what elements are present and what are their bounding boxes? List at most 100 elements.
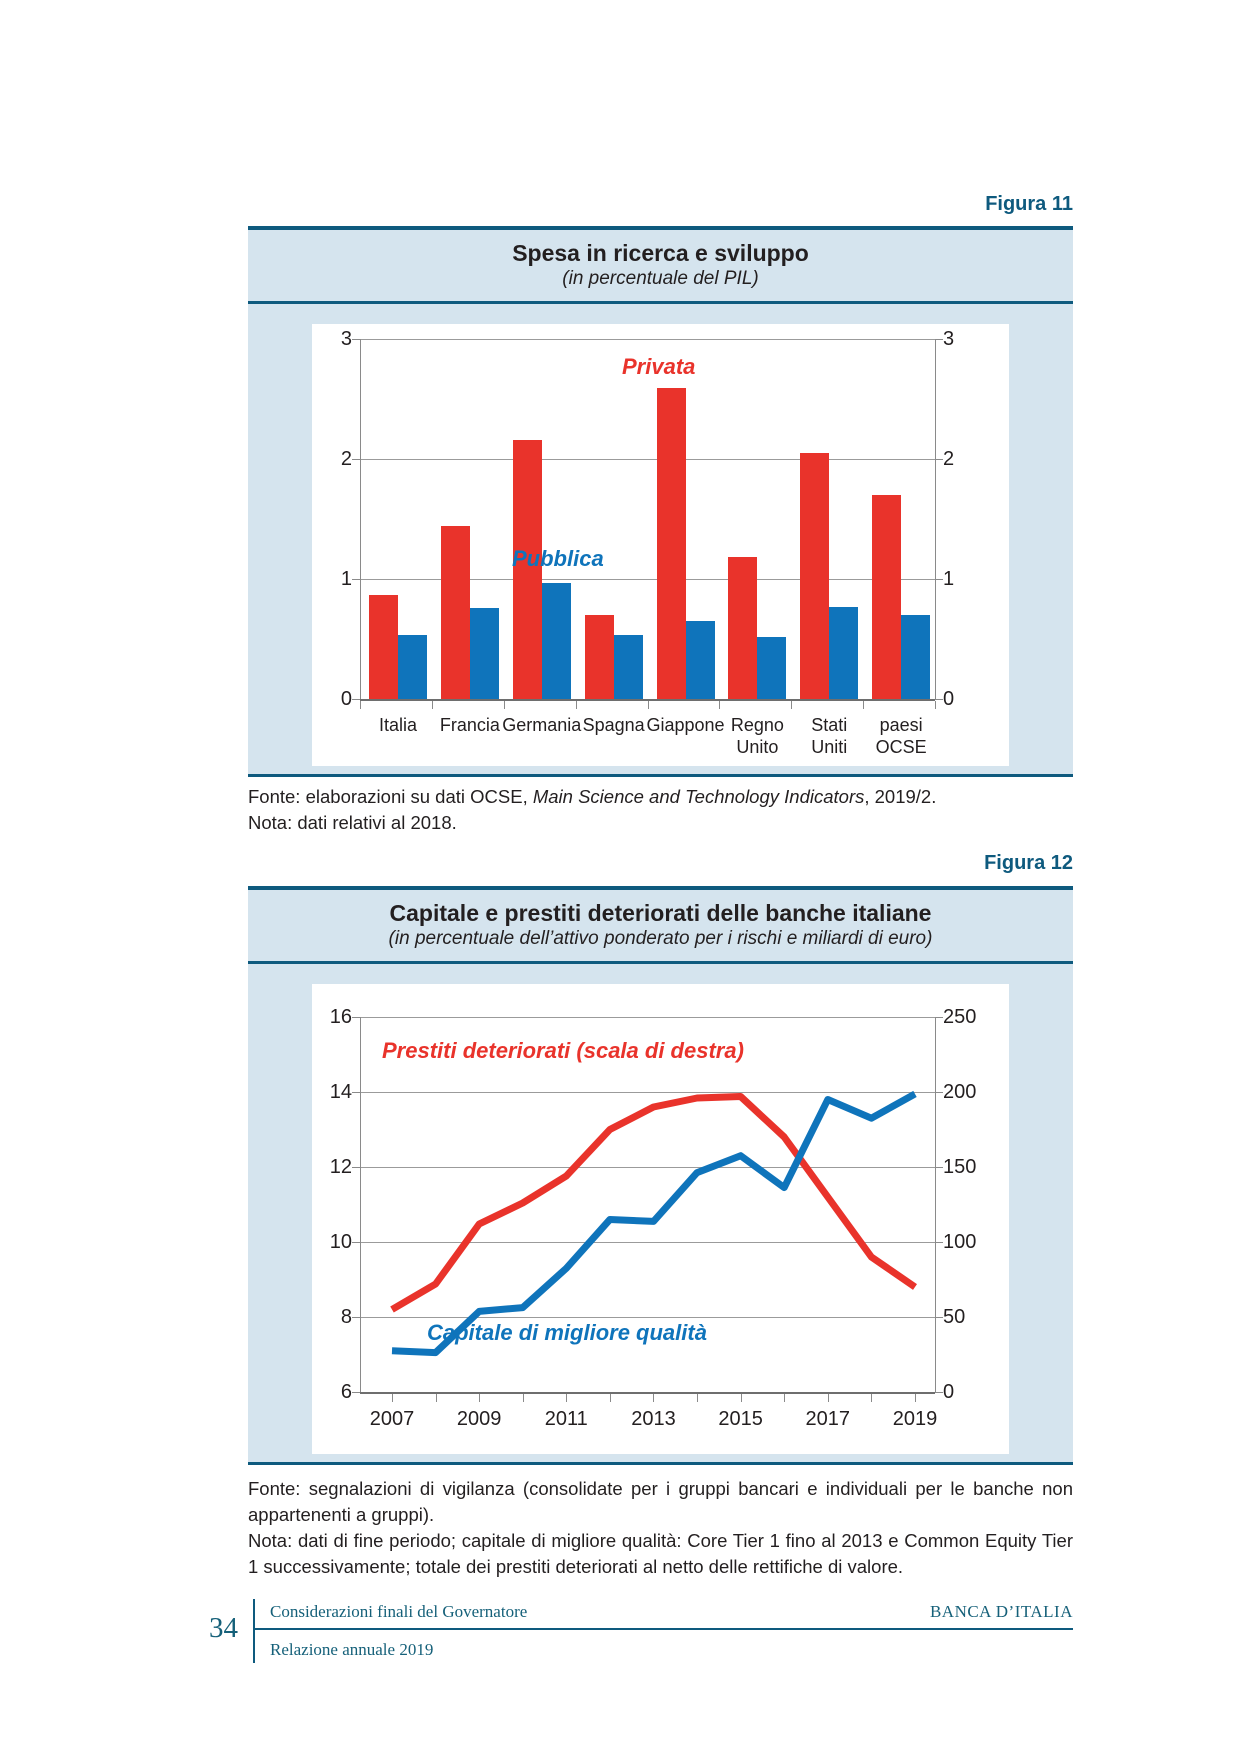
x-axis-tick-2009 (479, 1394, 481, 1402)
figura-12-footnote: Fonte: segnalazioni di vigilanza (consol… (248, 1476, 1073, 1580)
line-series-prestiti-deteriorati (390, 1093, 917, 1313)
figura-11-nota: Nota: dati relativi al 2018. (248, 812, 457, 833)
year-label-2011: 2011 (544, 1408, 588, 1430)
category-label-francia: Francia (439, 715, 500, 735)
right-tick-y50 (935, 1317, 943, 1318)
right-tick-y0 (935, 699, 943, 700)
pubblica-bar-giappone (685, 621, 715, 699)
left-tick-y8 (352, 1317, 360, 1318)
footer-running-head: Considerazioni finali del Governatore (270, 1602, 528, 1621)
left-tick-y2 (352, 459, 360, 460)
figura-12-nota: Nota: dati di fine periodo; capitale di … (248, 1530, 1073, 1577)
figura-11-subtitle: (in percentuale del PIL) (562, 268, 759, 289)
right-tick-y1 (935, 579, 943, 580)
x-axis-tick (791, 701, 793, 709)
right-axis-label: 0 (943, 1381, 955, 1403)
y-axis-label-left: 3 (340, 328, 352, 350)
year-label-2007: 2007 (369, 1408, 415, 1430)
right-tick-y150 (935, 1167, 943, 1168)
gridline-y8 (360, 1317, 935, 1318)
category-label-stati: Stati Uniti (811, 715, 848, 757)
x-axis-tick-2007 (392, 1394, 393, 1402)
right-tick-y200 (935, 1092, 943, 1093)
category-label-germania: Germania (502, 715, 582, 735)
footer-institution: BANCA D’ITALIA (929, 1602, 1073, 1621)
pubblica-bar-germania (541, 582, 571, 699)
left-tick-y12 (352, 1167, 360, 1168)
gridline-y2 (360, 459, 935, 460)
gridline-y14 (360, 1092, 935, 1093)
y-axis-label-right: 1 (943, 568, 955, 590)
left-axis-label: 10 (329, 1231, 352, 1253)
year-label-2009: 2009 (456, 1408, 502, 1430)
year-label-2013: 2013 (631, 1408, 676, 1430)
right-axis-label: 200 (943, 1081, 977, 1103)
x-axis-tick-2014 (697, 1394, 699, 1402)
top-gridline (360, 1017, 935, 1018)
category-label-regno: Regno Unito (730, 715, 784, 757)
x-axis-tick-2019 (914, 1394, 916, 1402)
x-axis-tick-2015 (740, 1394, 742, 1402)
left-tick-y3 (352, 339, 360, 340)
right-axis-label: 50 (943, 1306, 966, 1328)
figura-11-header: Spesa in ricerca e sviluppo (in percentu… (248, 230, 1073, 304)
figura-11-footnote: Fonte: elaborazioni su dati OCSE, Main S… (248, 784, 1073, 836)
right-tick-y2 (935, 459, 943, 460)
year-label-2019: 2019 (892, 1408, 938, 1430)
x-axis-tick (575, 701, 577, 709)
left-axis-label: 16 (329, 1006, 352, 1028)
x-axis-tick (863, 701, 865, 709)
y-axis-label-right: 2 (943, 448, 955, 470)
x-axis-baseline (360, 1392, 935, 1394)
x-axis-tick (719, 701, 721, 709)
left-tick-y6 (352, 1392, 360, 1393)
figura-11-panel: Spesa in ricerca e sviluppo (in percentu… (248, 226, 1073, 777)
x-axis-tick-2012 (609, 1394, 611, 1402)
figura-12-header: Capitale e prestiti deteriorati delle ba… (248, 890, 1073, 964)
footer-vertical-rule (253, 1599, 255, 1663)
left-tick-y16 (352, 1017, 360, 1018)
x-axis-tick (431, 701, 433, 709)
left-axis-label: 14 (329, 1081, 352, 1103)
privata-bar-giappone (656, 388, 686, 699)
pubblica-bar-paesi (901, 615, 931, 699)
footer-horizontal-rule (253, 1628, 1073, 1630)
x-axis-baseline (360, 699, 935, 701)
category-label-giappone: Giappone (646, 715, 725, 735)
x-axis-tick-2018 (871, 1394, 873, 1402)
privata-bar-spagna (584, 615, 614, 699)
pubblica-bar-spagna (613, 635, 643, 699)
figura-12-fonte: Fonte: segnalazioni di vigilanza (consol… (248, 1478, 1073, 1525)
left-axis-label: 8 (340, 1306, 352, 1328)
privata-bar-germania (512, 439, 542, 699)
gridline-y12 (360, 1167, 935, 1168)
right-axis-label: 150 (943, 1156, 977, 1178)
right-axis-label: 250 (943, 1006, 977, 1028)
right-axis (935, 1017, 936, 1392)
right-tick-y100 (935, 1242, 943, 1243)
line-series-canvas (390, 1090, 917, 1357)
page-number: 34 (209, 1612, 238, 1644)
series-label-privata: Privata (622, 354, 696, 379)
fonte-italic-text: Main Science and Technology Indicators (532, 786, 865, 807)
right-tick-y250 (935, 1017, 943, 1018)
series-label-prestiti-deteriorati: Prestiti deteriorati (scala di destra) (382, 1038, 744, 1063)
left-tick-y0 (352, 699, 360, 700)
figura-12-title: Capitale e prestiti deteriorati delle ba… (389, 900, 932, 926)
x-axis-tick-2013 (653, 1394, 655, 1402)
right-axis-label: 100 (943, 1231, 977, 1253)
left-tick-y1 (352, 579, 360, 580)
privata-bar-paesi (872, 495, 902, 699)
figura-11-label: Figura 11 (985, 193, 1073, 215)
figura-12-panel: Capitale e prestiti deteriorati delle ba… (248, 886, 1073, 1465)
y-axis-label-right: 0 (943, 688, 955, 710)
footer-report-name: Relazione annuale 2019 (270, 1640, 434, 1659)
x-axis-tick-2017 (827, 1394, 829, 1402)
fonte-text: Fonte: elaborazioni su dati OCSE, (248, 786, 533, 807)
left-axis (360, 1017, 361, 1392)
figura-11-fonte: Fonte: elaborazioni su dati OCSE, Main S… (248, 784, 1073, 810)
series-label-capitale: Capitale di migliore qualità (427, 1320, 707, 1345)
figura-12-label: Figura 12 (984, 852, 1073, 874)
y-axis-label-right: 3 (943, 328, 955, 350)
